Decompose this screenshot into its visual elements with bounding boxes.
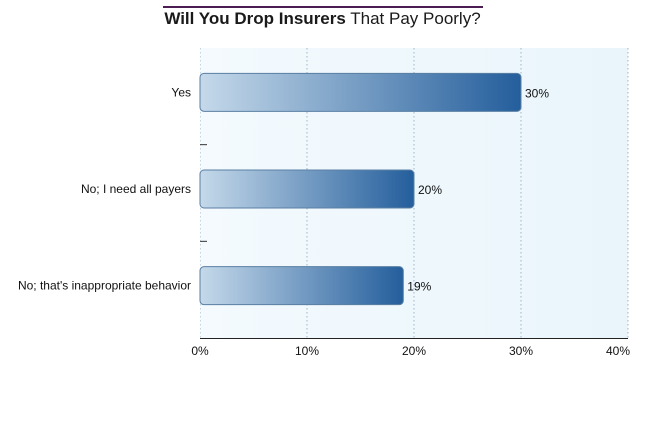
- x-tick-label: 30%: [509, 344, 533, 358]
- x-tick-label: 20%: [402, 344, 426, 358]
- bar-2: [199, 266, 404, 306]
- category-label: No; that's inappropriate behavior: [18, 279, 191, 293]
- x-tick-label: 40%: [606, 344, 630, 358]
- value-label: 20%: [418, 183, 442, 197]
- bar-0: [199, 72, 522, 112]
- value-label: 19%: [407, 280, 431, 294]
- title-rule: [163, 6, 483, 8]
- x-tick-label: 0%: [191, 344, 209, 358]
- bar-1: [199, 169, 415, 209]
- chart-title: Will You Drop Insurers That Pay Poorly?: [0, 9, 645, 29]
- chart-title-bold: Will You Drop Insurers: [164, 9, 346, 28]
- category-label: No; I need all payers: [81, 182, 191, 196]
- x-tick-label: 10%: [295, 344, 319, 358]
- category-label: Yes: [171, 85, 191, 99]
- chart-title-regular: That Pay Poorly?: [350, 9, 481, 28]
- value-label: 30%: [525, 86, 549, 100]
